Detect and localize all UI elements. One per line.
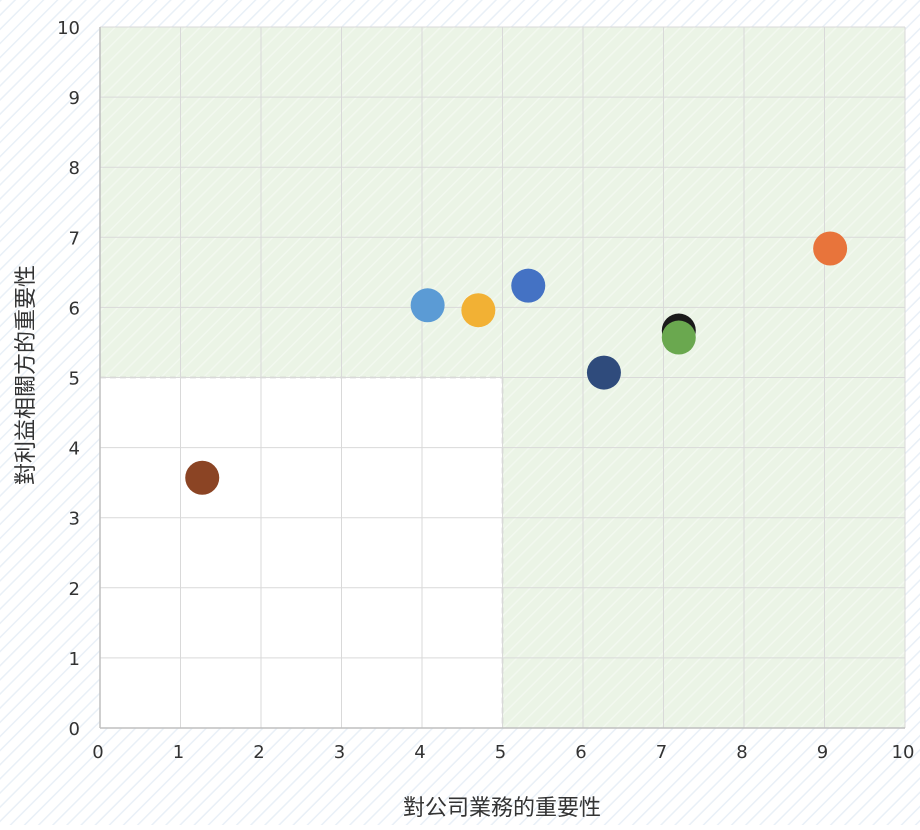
x-tick-label: 0: [92, 742, 103, 763]
unshaded-quadrant: [100, 377, 503, 728]
x-tick-label: 1: [173, 742, 184, 763]
y-tick-label: 0: [69, 719, 80, 740]
y-tick-label: 4: [69, 439, 80, 460]
y-tick-label: 2: [69, 579, 80, 600]
y-tick-label: 7: [69, 228, 80, 249]
x-tick-label: 7: [656, 742, 667, 763]
x-tick-label: 10: [892, 742, 915, 763]
x-tick-label: 4: [414, 742, 425, 763]
y-tick-label: 9: [69, 88, 80, 109]
y-axis-title: 對利益相關方的重要性: [14, 265, 39, 485]
x-tick-label: 3: [334, 742, 345, 763]
data-point: [586, 355, 621, 390]
data-point: [461, 293, 496, 328]
x-tick-label: 6: [575, 742, 586, 763]
data-points: [185, 231, 848, 495]
data-point: [410, 288, 445, 323]
x-tick-label: 2: [253, 742, 264, 763]
y-tick-label: 3: [69, 509, 80, 530]
data-point: [185, 460, 220, 495]
x-tick-label: 5: [495, 742, 506, 763]
x-tick-label: 9: [817, 742, 828, 763]
y-tick-label: 6: [69, 298, 80, 319]
axes: 0 1 2 3 4 5 6 7 8 9 10 0 1 2 3 4 5 6 7 8 9 10: [57, 18, 914, 763]
x-axis-title: 對公司業務的重要性: [403, 796, 601, 821]
data-point: [511, 268, 546, 303]
x-tick-label: 8: [736, 742, 747, 763]
data-point: [813, 231, 848, 266]
y-tick-label: 5: [69, 369, 80, 390]
y-tick-label: 8: [69, 158, 80, 179]
y-tick-label: 1: [69, 649, 80, 670]
y-tick-label: 10: [57, 18, 80, 39]
data-point: [661, 320, 696, 355]
